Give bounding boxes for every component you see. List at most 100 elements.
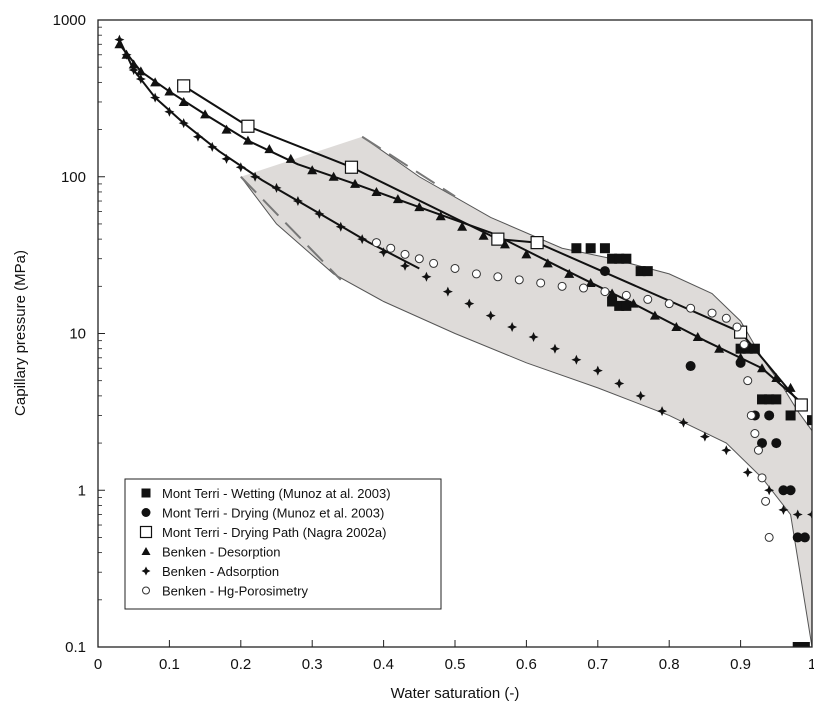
x-tick-label: 0.9 [730, 656, 751, 673]
data-point-filled-cross [135, 74, 146, 85]
data-point-filled-circle [764, 410, 775, 421]
x-tick-label: 0.3 [302, 656, 323, 673]
data-point-filled-triangle [478, 230, 489, 240]
data-point-filled-square [742, 343, 753, 354]
data-point-filled-triangle [785, 382, 796, 392]
data-point-filled-triangle [135, 66, 146, 76]
data-point-filled-triangle [607, 288, 618, 298]
data-point-filled-triangle [307, 165, 318, 175]
data-point-filled-square [757, 394, 768, 405]
data-point-filled-square [642, 266, 653, 277]
data-point-filled-square [735, 343, 746, 354]
data-point-filled-triangle [435, 211, 446, 221]
data-point-open-square [794, 398, 808, 412]
data-point-filled-circle [799, 532, 810, 543]
data-point-filled-cross [357, 234, 368, 245]
data-point-filled-cross [442, 286, 453, 297]
legend: Mont Terri - Wetting (Munoz at al. 2003)… [124, 478, 442, 610]
data-point-filled-cross [464, 298, 475, 309]
x-tick-label: 0.2 [230, 656, 251, 673]
data-point-filled-cross [150, 92, 161, 103]
data-point-filled-square [599, 243, 610, 254]
data-point-filled-triangle [649, 310, 660, 320]
data-point-filled-cross [250, 171, 261, 182]
data-point-filled-circle [757, 438, 768, 449]
data-point-filled-cross [314, 208, 325, 219]
data-point-filled-triangle [392, 194, 403, 204]
data-point-filled-cross [764, 485, 775, 496]
data-point-open-circle [686, 303, 696, 313]
data-point-filled-square [607, 296, 618, 307]
data-point-filled-circle [778, 485, 789, 496]
data-point-filled-cross [778, 504, 789, 515]
data-point-filled-triangle [221, 124, 232, 134]
data-point-open-circle [739, 340, 749, 350]
data-point-filled-square [621, 253, 632, 264]
data-point-filled-cross [721, 445, 732, 456]
data-point-open-circle [757, 473, 767, 483]
data-point-filled-triangle [328, 171, 339, 181]
data-point-filled-cross [635, 390, 646, 401]
data-point-filled-triangle [757, 363, 768, 373]
data-point-filled-cross [792, 509, 803, 520]
data-point-filled-triangle [564, 268, 575, 278]
data-point-open-circle [707, 308, 717, 318]
data-point-open-circle [579, 283, 589, 293]
data-point-open-circle [643, 294, 653, 304]
data-point-open-circle [450, 263, 460, 273]
data-point-open-square [344, 160, 359, 174]
data-point-filled-cross [507, 322, 518, 333]
data-point-open-circle [371, 238, 381, 248]
legend-box [124, 478, 442, 610]
data-point-open-square [530, 236, 544, 250]
data-point-filled-triangle [542, 258, 553, 268]
data-point-filled-square [614, 300, 625, 311]
data-point-open-circle [429, 258, 439, 268]
data-point-filled-triangle [350, 178, 361, 188]
data-point-filled-triangle [692, 331, 703, 341]
data-point-filled-cross [128, 64, 139, 75]
data-point-open-circle [750, 429, 760, 439]
data-point-open-circle [600, 287, 610, 297]
data-point-open-circle [400, 249, 410, 259]
y-tick-label: 0.1 [65, 639, 86, 656]
data-point-filled-triangle [242, 135, 253, 145]
data-point-filled-cross [192, 131, 203, 142]
data-point-filled-square [799, 642, 810, 647]
x-tick-label: 0.6 [516, 656, 537, 673]
data-point-filled-square [571, 243, 582, 254]
data-point-filled-cross [614, 378, 625, 389]
data-point-filled-circle [771, 438, 782, 449]
data-point-open-circle [764, 532, 774, 542]
axes: 0 0.1 0.2 0.3 0.4 0.5 0.6 0.7 0.8 0.9 1 0.1 1 10 100 10… [53, 12, 814, 673]
data-point-filled-cross [221, 153, 232, 164]
data-point-open-circle [743, 376, 753, 386]
data-point-filled-circle [685, 361, 696, 372]
data-point-filled-triangle [150, 77, 161, 87]
y-axis-label: Capillary pressure (MPa) [12, 250, 29, 416]
data-point-open-circle [621, 290, 631, 300]
marker-layer [114, 34, 812, 647]
y-tick-label: 1 [78, 482, 86, 499]
data-point-open-circle [761, 496, 771, 506]
envelope-upper-dashed [361, 135, 456, 198]
x-tick-label: 0.5 [445, 656, 466, 673]
data-point-filled-square [764, 394, 775, 405]
data-point-open-circle [721, 313, 731, 323]
legend-marker-filled-square [141, 488, 151, 498]
data-point-filled-cross [742, 467, 753, 478]
data-point-open-circle [664, 299, 674, 309]
data-point-open-square [241, 119, 255, 133]
legend-label: Mont Terri - Wetting (Munoz at al. 2003) [162, 486, 391, 501]
data-point-filled-cross [292, 196, 303, 207]
x-tick-label: 0 [94, 656, 102, 673]
data-point-open-circle [514, 275, 524, 285]
data-point-filled-triangle [285, 153, 296, 163]
x-axis-label: Water saturation (-) [391, 685, 520, 702]
data-point-filled-cross [335, 221, 346, 232]
data-point-open-circle [471, 269, 481, 279]
data-point-open-circle [414, 254, 424, 264]
legend-marker-open-circle [142, 586, 150, 595]
data-point-filled-cross [678, 417, 689, 428]
x-tick-label: 1 [808, 656, 814, 673]
